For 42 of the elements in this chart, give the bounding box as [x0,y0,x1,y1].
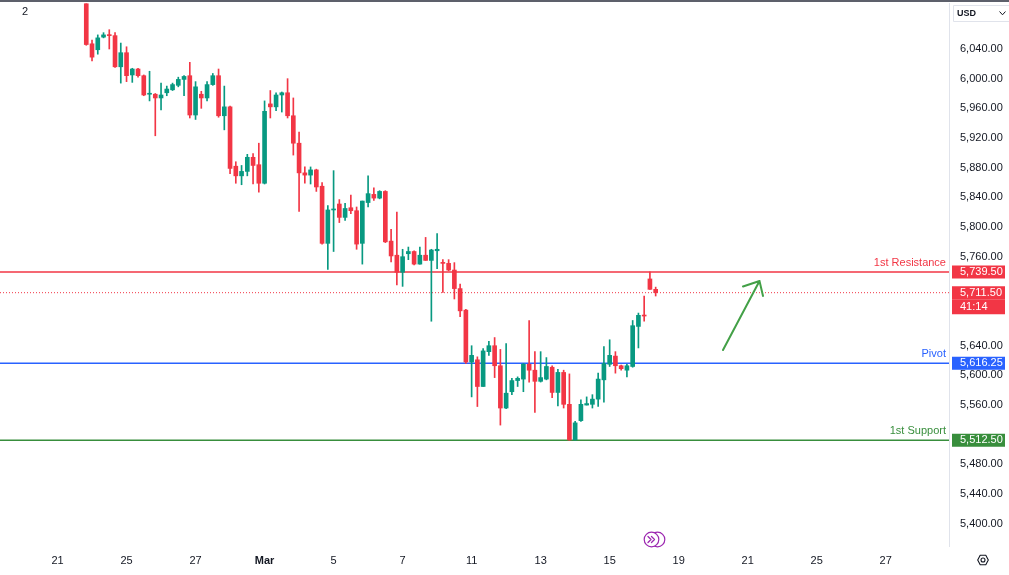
y-tick-label: 5,440.00 [960,487,1003,500]
candlestick [221,85,227,131]
x-tick-label: 19 [672,553,685,566]
y-tick-label: 5,760.00 [960,249,1003,262]
y-axis-title: USD [957,7,977,18]
candlestick [198,90,204,109]
ref-line-label: Pivot [921,347,946,360]
candlestick [526,320,532,383]
candlestick [152,93,158,137]
x-tick-label: 27 [189,553,202,566]
x-tick-label: 21 [741,553,754,566]
text: 41:14 [960,300,988,313]
x-tick-label: 13 [534,553,547,566]
x-tick-label: 25 [120,553,133,566]
candlestick [279,91,285,113]
x-tick-label: Mar [254,553,276,566]
y-tick-label: 5,960.00 [960,101,1003,114]
y-tick-label: 5,800.00 [960,220,1003,233]
y-tick-label: 5,739.50 [960,264,1003,277]
x-tick-label: 25 [810,553,823,566]
y-tick-label: 5,600.00 [960,368,1003,381]
y-tick-label: 5,920.00 [960,131,1003,144]
y-tick-label: 5,711.50 [960,285,1003,298]
ref-line-label: 1st Support [889,424,946,437]
y-tick-label: 5,512.50 [960,433,1003,446]
y-tick-label: 6,000.00 [960,71,1003,84]
x-tick-label: 5 [330,553,337,566]
x-tick-label: 11 [465,553,478,566]
y-tick-label: 5,560.00 [960,398,1003,411]
y-tick-label: 5,640.00 [960,338,1003,351]
y-tick-label: 6,040.00 [960,42,1003,55]
x-tick-label: 15 [603,553,616,566]
y-tick-label: 5,616.25 [960,356,1003,369]
annotation: 2 [22,5,29,18]
y-tick-label: 5,480.00 [960,457,1003,470]
x-tick-label: 7 [399,553,406,566]
x-tick-label: 21 [51,553,64,566]
y-tick-label: 5,400.00 [960,516,1003,529]
x-tick-label: 27 [879,553,892,566]
ref-line-label: 1st Resistance [873,255,946,268]
y-tick-label: 5,880.00 [960,160,1003,173]
y-tick-label: 5,840.00 [960,190,1003,203]
